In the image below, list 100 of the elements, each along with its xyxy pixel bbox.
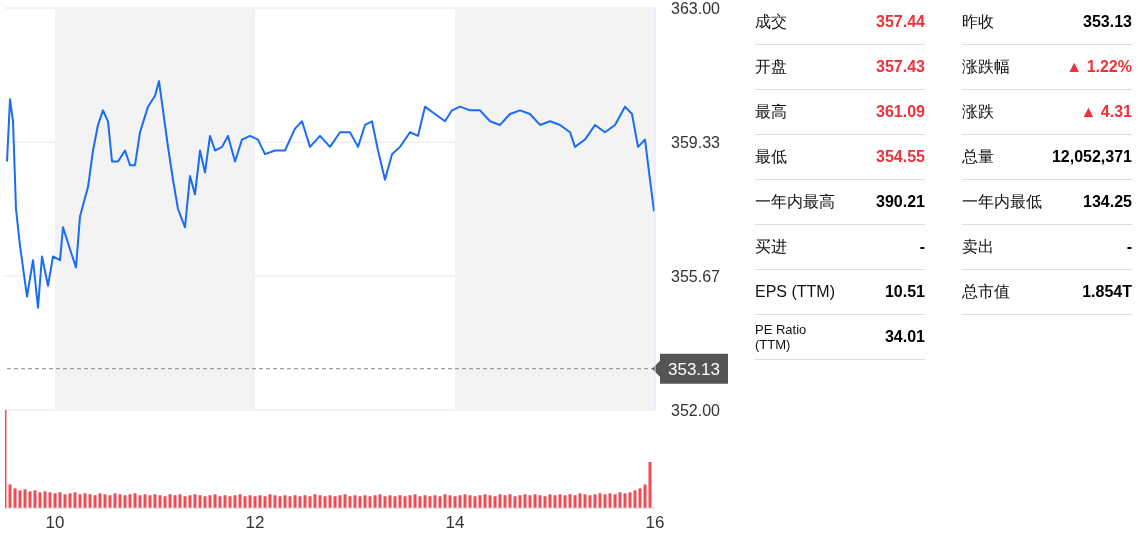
bar <box>448 495 452 508</box>
text: 390.21 <box>876 193 925 210</box>
bar <box>433 495 437 508</box>
bar <box>288 496 292 508</box>
bar <box>363 495 367 508</box>
x-tick-label: 10 <box>45 513 65 533</box>
bar <box>138 495 142 508</box>
y-tick-label: 355.67 <box>671 267 721 285</box>
bar <box>113 493 117 508</box>
category-label: 总量 <box>962 146 994 167</box>
category-label: 最高 <box>755 101 787 122</box>
bar <box>473 496 477 508</box>
bar <box>318 495 322 508</box>
text: 357.43 <box>876 58 925 75</box>
bar <box>88 494 92 508</box>
text: ▲ 1.22% <box>1066 58 1132 75</box>
bar <box>578 493 582 508</box>
bar <box>478 495 482 508</box>
bar <box>568 494 572 508</box>
bar <box>13 488 17 508</box>
bar <box>643 484 647 508</box>
bar <box>633 490 637 508</box>
bar <box>413 494 417 508</box>
category-label: 开盘 <box>755 56 787 77</box>
text: 354.55 <box>876 148 925 165</box>
bar <box>398 495 402 508</box>
bar <box>18 490 22 508</box>
bar <box>23 489 27 508</box>
bar <box>208 495 212 508</box>
bar <box>603 494 607 508</box>
bar <box>178 494 182 508</box>
bar <box>268 494 272 508</box>
text: 134.25 <box>1083 193 1132 210</box>
bar <box>323 496 327 508</box>
bar <box>168 494 172 508</box>
bar <box>148 495 152 508</box>
x-tick-label: 14 <box>445 513 465 533</box>
bar <box>488 495 492 508</box>
bar <box>73 492 77 508</box>
bar <box>553 495 557 508</box>
text: 353.13 <box>1083 13 1132 30</box>
category-label: 昨收 <box>962 11 994 32</box>
category-label: 一年内最低 <box>962 191 1042 212</box>
bar <box>548 494 552 508</box>
bar <box>8 484 12 508</box>
bar <box>278 496 282 508</box>
bar <box>343 494 347 508</box>
bar <box>78 494 82 508</box>
line-series <box>6 80 655 309</box>
bar <box>273 495 277 508</box>
category-label: 最低 <box>755 146 787 167</box>
bar <box>628 492 632 508</box>
bar <box>223 495 227 508</box>
text: 1.854T <box>1082 283 1132 300</box>
bar <box>393 496 397 508</box>
bar <box>298 496 302 508</box>
bar <box>248 495 252 508</box>
bar <box>563 495 567 508</box>
bar <box>623 493 627 508</box>
text: 10.51 <box>884 283 925 300</box>
bar <box>133 493 137 508</box>
category-label: 总市值 <box>962 281 1010 302</box>
category-label: 买进 <box>755 236 787 257</box>
bar <box>183 496 187 508</box>
bar <box>608 493 612 508</box>
x-tick-label: 12 <box>245 513 265 533</box>
bar <box>128 494 132 508</box>
bar <box>158 495 162 508</box>
bar <box>593 494 597 508</box>
bar <box>648 461 652 508</box>
text: ▲ 4.31 <box>1080 103 1132 120</box>
bar <box>203 496 207 508</box>
bar <box>533 494 537 508</box>
bar <box>238 494 242 508</box>
bar <box>458 495 462 508</box>
bar <box>58 492 62 508</box>
bar <box>558 494 562 508</box>
bar <box>373 495 377 508</box>
bar <box>108 495 112 508</box>
bar <box>358 496 362 508</box>
category-label: EPS (TTM) <box>755 283 835 301</box>
category-label: 成交 <box>755 11 787 32</box>
category-label: 卖出 <box>962 236 994 257</box>
bar <box>543 496 547 508</box>
bar <box>518 495 522 508</box>
bar <box>508 494 512 508</box>
bar <box>438 496 442 508</box>
bar <box>283 495 287 508</box>
bar <box>83 493 87 508</box>
bar <box>93 495 97 508</box>
bar <box>333 496 337 508</box>
text: 12,052,371 <box>1051 148 1132 165</box>
bar <box>613 494 617 508</box>
bar <box>43 491 47 508</box>
bar <box>498 494 502 508</box>
bar <box>258 495 262 508</box>
bar <box>468 495 472 508</box>
bar <box>68 493 72 508</box>
bar <box>33 490 37 508</box>
bar <box>428 496 432 508</box>
